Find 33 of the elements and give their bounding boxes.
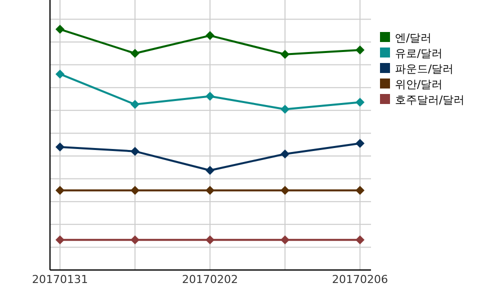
point	[56, 186, 64, 195]
point	[280, 50, 290, 59]
point	[280, 149, 290, 158]
point	[356, 138, 364, 148]
point	[356, 98, 364, 107]
x-tick-label: 20170206	[332, 273, 388, 286]
point	[130, 146, 140, 156]
point	[130, 48, 140, 58]
point	[56, 142, 64, 152]
legend-label: 위안/달러	[395, 78, 443, 91]
point	[356, 186, 364, 195]
point	[206, 235, 214, 244]
point	[206, 31, 214, 40]
point	[206, 166, 214, 175]
point	[56, 70, 64, 79]
point	[356, 235, 364, 244]
point	[130, 186, 140, 195]
legend-label: 호주달러/달러	[395, 94, 465, 106]
legend-label: 엔/달러	[395, 32, 432, 44]
point	[130, 235, 140, 244]
point	[130, 100, 140, 109]
point	[56, 24, 64, 34]
point	[280, 186, 290, 195]
point	[206, 186, 214, 195]
x-tick-label: 20170202	[182, 273, 238, 286]
point	[280, 104, 290, 114]
point	[206, 92, 214, 101]
point	[356, 46, 364, 54]
x-tick-label: 20170131	[32, 273, 88, 286]
point	[280, 235, 290, 244]
legend-label: 유로/달러	[395, 47, 443, 60]
point	[56, 235, 64, 244]
legend-label: 파운드/달러	[395, 62, 454, 76]
